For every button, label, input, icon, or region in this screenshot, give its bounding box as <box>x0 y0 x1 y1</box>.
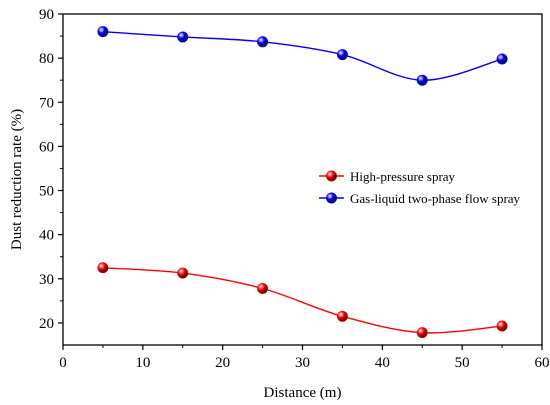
data-point-series-2 <box>257 36 269 48</box>
data-point-series-1 <box>257 283 269 295</box>
data-point-series-1 <box>336 310 348 322</box>
legend: High-pressure spray Gas-liquid two-phase … <box>319 169 521 206</box>
x-tick-label: 40 <box>375 355 390 371</box>
data-point-series-1 <box>496 320 508 332</box>
legend-marker-1 <box>325 170 337 182</box>
y-tick-label: 70 <box>39 95 54 111</box>
y-tick-label: 90 <box>39 7 54 23</box>
data-point-series-1 <box>177 267 189 279</box>
y-tick-label: 50 <box>39 184 54 200</box>
y-tick-label: 80 <box>39 51 54 67</box>
legend-marker-2 <box>325 192 337 204</box>
data-point-series-2 <box>177 31 189 43</box>
x-tick-label: 50 <box>455 355 470 371</box>
y-tick-label: 30 <box>39 272 54 288</box>
y-tick-label: 20 <box>39 316 54 332</box>
axes-layer: 0 10 20 30 40 50 60 20 30 40 50 60 70 80 90 <box>39 7 550 371</box>
data-point-series-1 <box>97 262 109 274</box>
data-point-series-2 <box>336 49 348 61</box>
y-axis-title: Dust reduction rate (%) <box>9 109 25 250</box>
x-axis-title: Distance (m) <box>264 385 342 401</box>
data-point-series-2 <box>496 53 508 65</box>
data-point-series-2 <box>97 26 109 38</box>
x-tick-label: 20 <box>215 355 230 371</box>
plot-area <box>62 13 543 346</box>
series-line-1 <box>102 267 503 334</box>
plot-frame <box>62 13 543 346</box>
data-point-series-1 <box>416 327 428 339</box>
legend-label-2: Gas-liquid two-phase flow spray <box>350 191 521 206</box>
x-tick-label: 10 <box>135 355 150 371</box>
x-tick-label: 0 <box>59 355 67 371</box>
series-layer <box>97 26 508 339</box>
x-tick-label: 60 <box>535 355 550 371</box>
data-point-series-2 <box>416 74 428 86</box>
legend-label-1: High-pressure spray <box>350 169 456 184</box>
x-tick-label: 30 <box>295 355 310 371</box>
series-line-2 <box>102 30 503 81</box>
y-tick-label: 40 <box>39 228 54 244</box>
y-tick-label: 60 <box>39 139 54 155</box>
